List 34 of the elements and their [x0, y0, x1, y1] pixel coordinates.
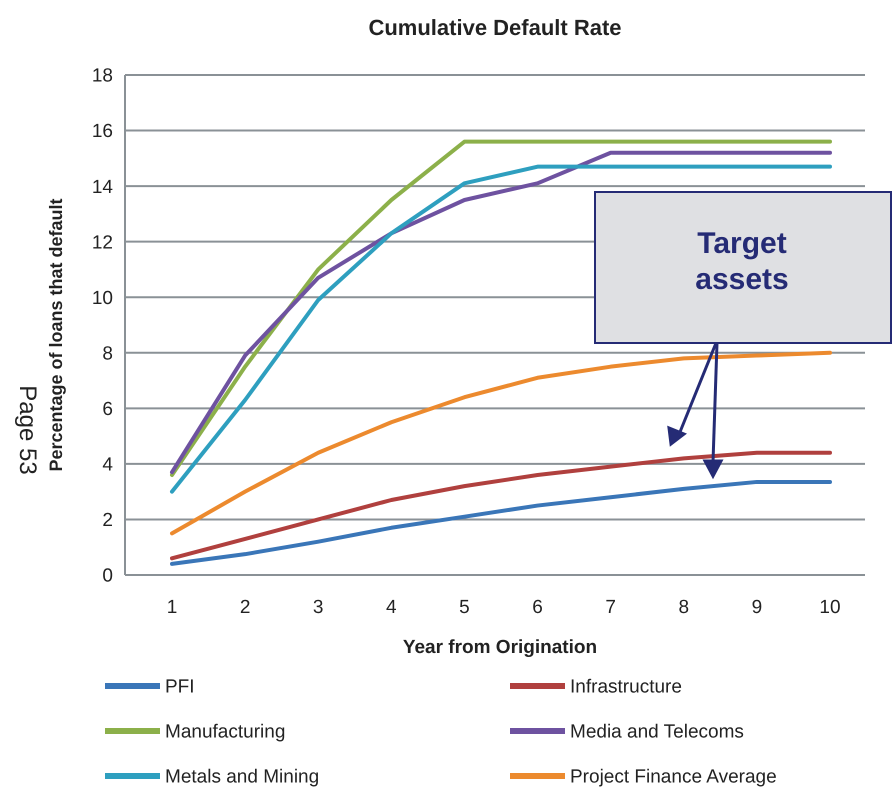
x-tick-label: 3	[312, 597, 324, 618]
y-tick-label: 14	[92, 176, 114, 198]
legend-label: Metals and Mining	[165, 766, 320, 788]
x-tick-label: 10	[819, 597, 841, 618]
x-tick-label: 8	[678, 597, 690, 618]
x-axis-title: Year from Origination	[402, 637, 598, 658]
y-tick-label: 2	[102, 510, 113, 532]
text: Page 53	[14, 385, 41, 475]
y-tick-label: 8	[102, 343, 113, 364]
chart-title: Cumulative Default Rate	[368, 15, 622, 40]
legend-label: PFI	[165, 676, 195, 698]
line-series	[170, 350, 832, 536]
x-tick-label: 7	[605, 597, 616, 618]
x-tick-label: 2	[240, 597, 250, 618]
x-tick-label: 6	[532, 597, 543, 618]
y-tick-label: 16	[92, 121, 113, 142]
y-axis-title: Percentage of loans that default	[46, 198, 66, 472]
legend-label: Infrastructure	[570, 676, 682, 698]
legend-label: Media and Telecoms	[570, 722, 744, 743]
x-tick-label: 1	[166, 597, 178, 618]
x-tick-label: 4	[386, 597, 398, 618]
y-tick-label: 6	[102, 398, 113, 420]
x-tick-label: 5	[459, 597, 470, 618]
y-tick-label: 0	[102, 566, 113, 587]
legend-label: Project Finance Average	[570, 766, 777, 788]
y-tick-label: 18	[92, 66, 113, 87]
y-tick-label: 4	[102, 454, 114, 476]
y-tick-label: 12	[92, 232, 113, 254]
legend-label: Manufacturing	[165, 722, 286, 743]
line-series	[170, 480, 832, 566]
line-series	[170, 450, 832, 560]
annotation: Target assets	[695, 227, 789, 296]
x-tick-label: 9	[752, 597, 762, 618]
y-tick-label: 10	[92, 288, 113, 309]
